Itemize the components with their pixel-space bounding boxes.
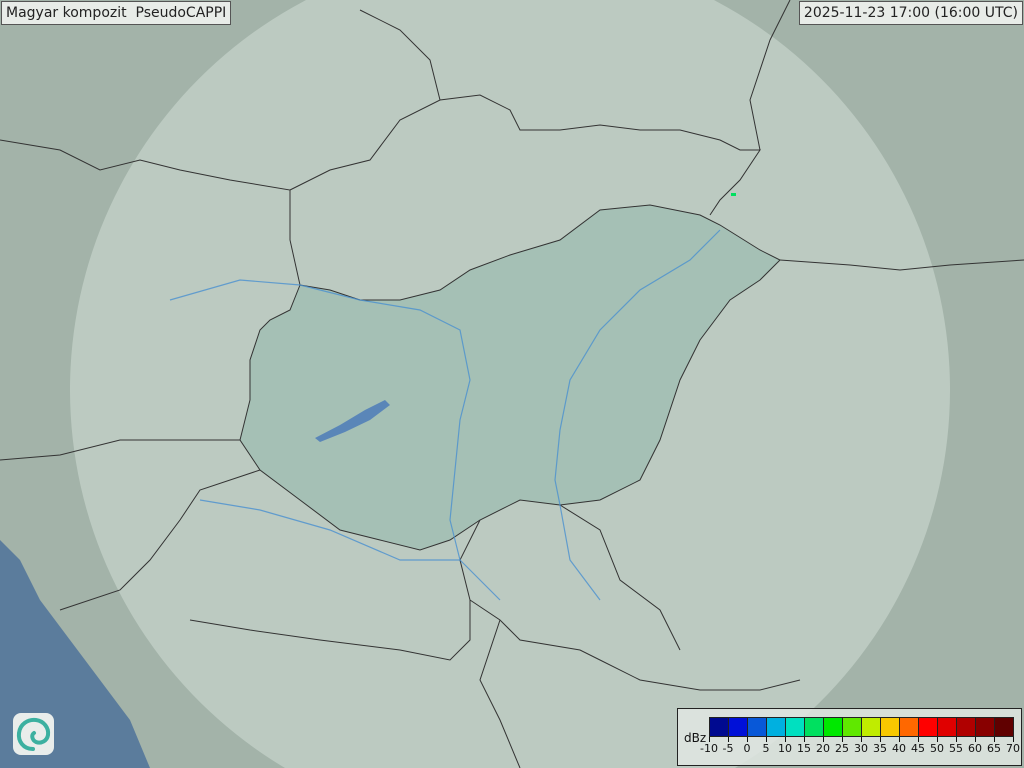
legend-swatch [919,718,938,736]
legend-swatch [881,718,900,736]
legend-tick-label: 15 [797,742,811,755]
legend-swatch [976,718,995,736]
product-title: Magyar kompozit PseudoCAPPI [1,1,232,25]
legend-tick-label: 60 [968,742,982,755]
legend-swatch [938,718,957,736]
legend-swatch [995,718,1013,736]
legend-swatch [862,718,881,736]
legend-swatch [710,718,729,736]
legend-tick-label: 55 [949,742,963,755]
legend-tick [861,737,862,742]
legend-tick [823,737,824,742]
legend-tick [880,737,881,742]
legend-tick-label: 50 [930,742,944,755]
legend-tick [899,737,900,742]
legend-swatch [900,718,919,736]
rivers [169,229,721,601]
legend-swatch [786,718,805,736]
hungary-area [240,205,780,550]
dbz-legend: dBz -10 -5 0 5 10 15 20 25 30 35 40 45 50 55 60 65 70 [677,708,1022,766]
legend-tick-label: 70 [1006,742,1020,755]
lake-balaton [315,400,390,442]
legend-tick-label: 40 [892,742,906,755]
legend-tick [766,737,767,742]
legend-tick [709,737,710,742]
radar-echo [731,193,736,196]
legend-swatch [957,718,976,736]
legend-tick [937,737,938,742]
legend-tick-label: 25 [835,742,849,755]
legend-tick [804,737,805,742]
adriatic-sea [0,540,150,768]
legend-swatch [824,718,843,736]
legend-tick [918,737,919,742]
legend-tick-label: 10 [778,742,792,755]
legend-tick [1013,737,1014,742]
legend-tick-label: 45 [911,742,925,755]
swirl-logo-icon [13,713,54,755]
legend-tick-label: -10 [700,742,718,755]
legend-tick [728,737,729,742]
timestamp: 2025-11-23 17:00 (16:00 UTC) [798,1,1023,25]
legend-swatch [767,718,786,736]
legend-swatch [805,718,824,736]
legend-color-bar [709,717,1014,737]
legend-swatch [843,718,862,736]
legend-swatch [729,718,748,736]
legend-tick-label: 5 [762,742,770,755]
legend-unit: dBz [684,731,707,745]
legend-tick [747,737,748,742]
legend-tick-label: 30 [854,742,868,755]
legend-tick-label: -5 [722,742,734,755]
legend-tick [994,737,995,742]
legend-tick-label: 20 [816,742,830,755]
legend-tick [785,737,786,742]
legend-tick [842,737,843,742]
legend-tick [956,737,957,742]
legend-tick-label: 65 [987,742,1001,755]
legend-tick-label: 35 [873,742,887,755]
legend-swatch [748,718,767,736]
legend-tick [975,737,976,742]
legend-tick-label: 0 [743,742,751,755]
